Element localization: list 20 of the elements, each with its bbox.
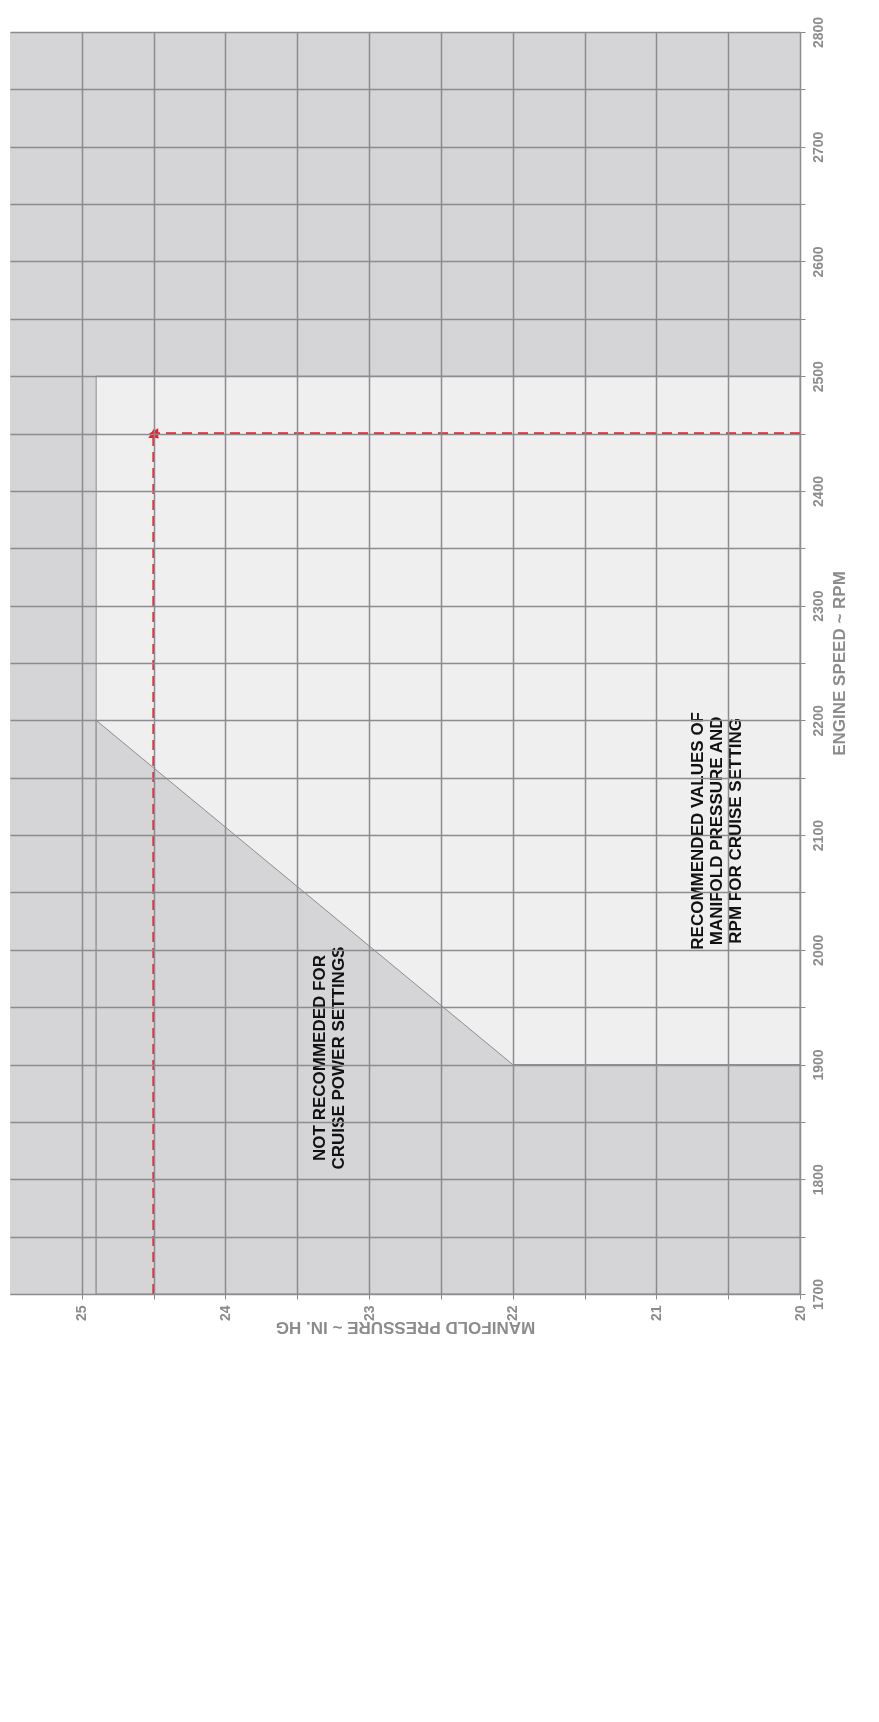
x-tick-label: 23	[360, 1305, 377, 1322]
annotation: NOT RECOMMEDED FOR CRUISE POWER SETTINGS	[309, 946, 348, 1170]
y-tick-label: 2100	[809, 819, 826, 852]
y-tick-label: 1700	[809, 1278, 826, 1311]
y-axis-title: ENGINE SPEED ~ RPM	[829, 571, 849, 756]
y-tick-label: 2000	[809, 934, 826, 966]
x-tick-label: 25	[73, 1305, 90, 1322]
x-tick-label: 21	[647, 1305, 664, 1322]
y-tick-label: 2200	[809, 705, 826, 737]
y-tick-label: 1800	[809, 1163, 826, 1196]
y-tick-label: 2300	[809, 590, 826, 622]
y-tick-label: 2800	[809, 16, 826, 49]
x-tick-label: 20	[791, 1305, 808, 1322]
x-tick-label: 24	[216, 1305, 233, 1322]
y-tick-label: 2600	[809, 246, 826, 278]
y-tick-label: 2500	[809, 360, 826, 393]
x-tick-label: 22	[504, 1305, 521, 1322]
y-tick-label: 1900	[809, 1049, 826, 1081]
y-tick-label: 2700	[809, 131, 826, 163]
y-tick-label: 2400	[809, 475, 826, 507]
